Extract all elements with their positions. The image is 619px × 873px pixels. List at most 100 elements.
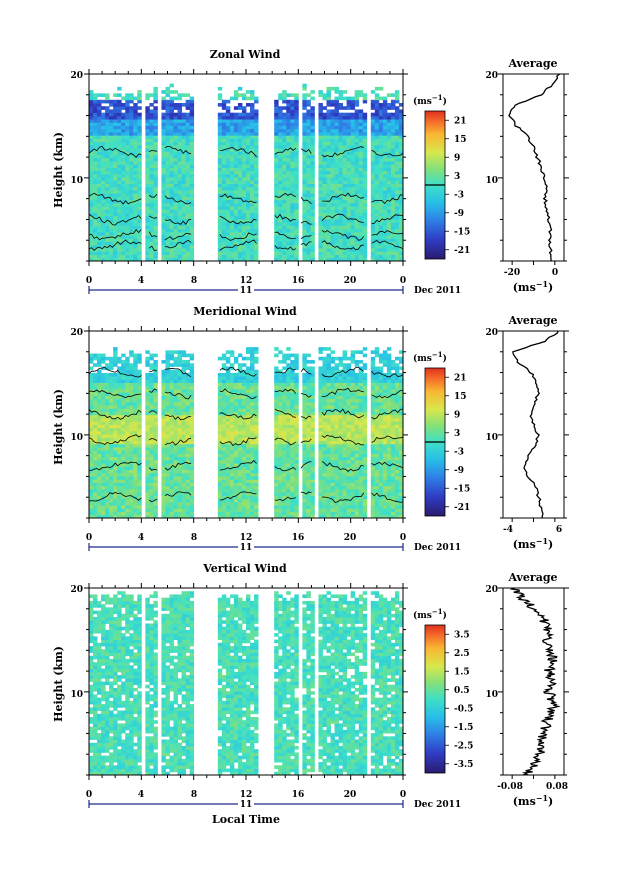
heatmap-cell — [105, 479, 110, 483]
heatmap-cell — [109, 241, 114, 246]
heatmap-cell — [217, 135, 223, 139]
heatmap-cell — [161, 177, 166, 181]
heatmap-cell — [286, 215, 291, 220]
heatmap-cell — [386, 106, 392, 110]
heatmap-cell — [117, 103, 122, 107]
heatmap-cell — [181, 456, 187, 461]
heatmap-cell — [378, 177, 384, 181]
heatmap-cell — [149, 466, 154, 471]
heatmap-cell — [233, 202, 239, 207]
heatmap-cell — [306, 109, 311, 114]
heatmap-cell — [149, 482, 154, 487]
heatmap-cell — [370, 222, 376, 226]
heatmap-cell — [246, 219, 251, 223]
heatmap-cell — [318, 167, 323, 172]
heatmap-cell — [250, 389, 255, 393]
heatmap-cell — [173, 360, 178, 364]
heatmap-cell — [161, 170, 166, 175]
heatmap-cell — [129, 177, 134, 181]
heatmap-cell — [278, 228, 283, 233]
heatmap-cell — [165, 511, 170, 516]
heatmap-cell — [233, 222, 239, 226]
heatmap-cell — [274, 186, 279, 191]
heatmap-cell — [246, 202, 251, 207]
heatmap-cell — [274, 157, 279, 162]
heatmap-cell — [217, 199, 223, 204]
heatmap-cell — [161, 254, 166, 259]
heatmap-cell — [250, 90, 255, 94]
heatmap-cell — [217, 459, 223, 464]
heatmap-cell — [306, 173, 311, 178]
heatmap-cell — [346, 209, 352, 214]
heatmap-cell — [105, 476, 110, 480]
heatmap-cell — [290, 251, 295, 255]
heatmap-cell — [133, 170, 138, 175]
heatmap-cell — [105, 128, 110, 133]
heatmap-cell — [286, 183, 291, 188]
heatmap-cell — [137, 241, 142, 246]
heatmap-cell — [390, 132, 396, 136]
heatmap-cell — [334, 132, 339, 136]
heatmap-cell — [250, 508, 255, 512]
heatmap-cell — [181, 125, 187, 130]
heatmap-cell — [153, 157, 158, 162]
heatmap-cell — [334, 151, 339, 155]
heatmap-cell — [306, 196, 311, 201]
heatmap-cell — [121, 125, 126, 130]
heatmap-cell — [346, 202, 352, 207]
heatmap-cell — [217, 450, 223, 454]
heatmap-cell — [113, 128, 118, 133]
heatmap-cell — [177, 248, 182, 252]
heatmap-cell — [290, 119, 295, 123]
heatmap-cell — [137, 215, 142, 220]
heatmap-cell — [398, 141, 404, 146]
heatmap-cell — [237, 453, 243, 458]
heatmap-cell — [113, 141, 118, 146]
heatmap-cell — [133, 209, 138, 214]
heatmap-cell — [165, 225, 170, 230]
heatmap-cell — [109, 119, 114, 123]
heatmap-cell — [165, 427, 170, 432]
heatmap-cell — [97, 414, 102, 419]
heatmap-cell — [153, 235, 158, 239]
heatmap-cell — [354, 206, 360, 210]
heatmap-cell — [225, 395, 231, 400]
heatmap-cell — [121, 485, 126, 490]
heatmap-cell — [177, 463, 182, 467]
heatmap-cell — [93, 372, 98, 377]
heatmap-cell — [346, 122, 352, 126]
heatmap-cell — [137, 106, 142, 110]
heatmap-cell — [390, 148, 396, 152]
heatmap-cell — [254, 186, 259, 191]
heatmap-cell — [362, 99, 368, 104]
heatmap-cell — [89, 190, 94, 194]
heatmap-cell — [290, 238, 295, 243]
heatmap-cell — [221, 482, 227, 487]
heatmap-cell — [282, 151, 287, 155]
heatmap-cell — [346, 157, 352, 162]
heatmap-cell — [125, 401, 130, 406]
heatmap-cell — [374, 244, 380, 249]
heatmap-cell — [350, 231, 356, 236]
heatmap-cell — [318, 90, 323, 94]
heatmap-cell — [133, 353, 138, 358]
heatmap-cell — [173, 141, 178, 146]
heatmap-cell — [217, 151, 223, 155]
heatmap-cell — [294, 193, 299, 197]
heatmap-cell — [378, 141, 384, 146]
heatmap-cell — [362, 248, 368, 252]
heatmap-cell — [161, 244, 166, 249]
heatmap-cell — [181, 222, 187, 226]
heatmap-cell — [169, 173, 174, 178]
heatmap-cell — [338, 115, 344, 120]
heatmap-cell — [278, 235, 283, 239]
heatmap-cell — [217, 463, 223, 467]
heatmap-cell — [229, 479, 235, 483]
heatmap-cell — [125, 495, 130, 500]
heatmap-cell — [185, 424, 191, 429]
heatmap-cell — [318, 148, 323, 152]
heatmap-cell — [342, 157, 348, 162]
heatmap-cell — [97, 389, 102, 393]
heatmap-cell — [93, 138, 98, 143]
heatmap-cell — [185, 498, 191, 503]
